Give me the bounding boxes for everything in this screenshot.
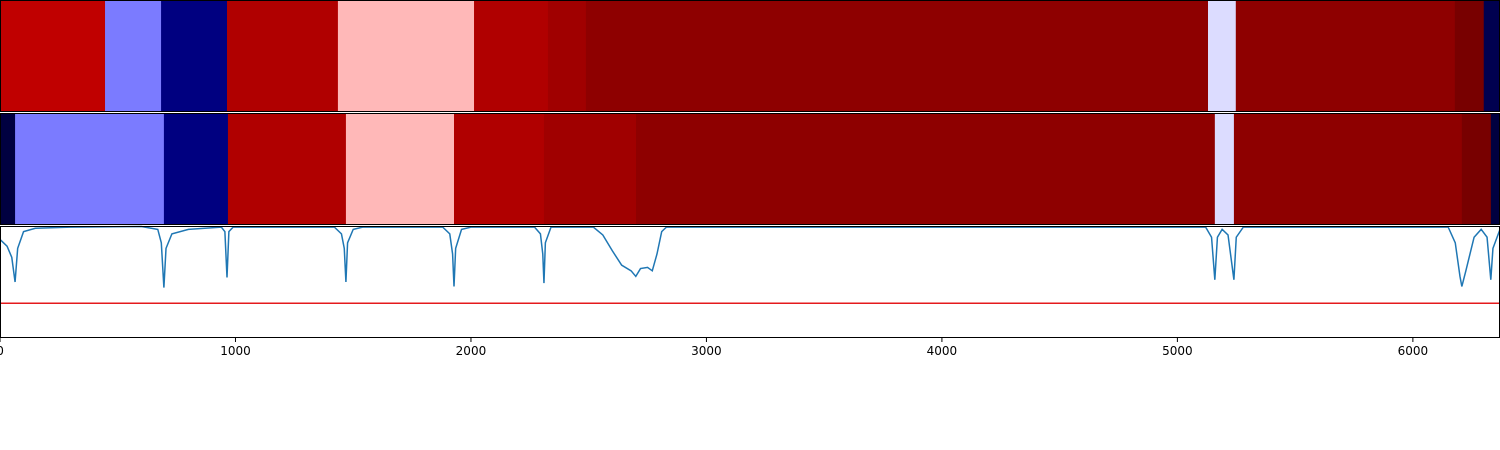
segment xyxy=(163,113,229,225)
segment xyxy=(547,0,587,112)
segment xyxy=(0,0,106,112)
x-tick-label: 5000 xyxy=(1162,344,1193,358)
segment xyxy=(1208,0,1237,112)
segment xyxy=(1235,0,1456,112)
segment xyxy=(1461,113,1492,225)
segment xyxy=(1454,0,1485,112)
segment xyxy=(161,0,228,112)
x-tick-label: 2000 xyxy=(456,344,487,358)
segment xyxy=(227,0,339,112)
segment xyxy=(0,113,16,225)
x-tick-label: 1000 xyxy=(220,344,251,358)
segment xyxy=(15,113,165,225)
segment xyxy=(345,113,455,225)
segment xyxy=(585,0,1209,112)
segment xyxy=(454,113,545,225)
x-tick-label: 6000 xyxy=(1398,344,1429,358)
x-tick-label: 4000 xyxy=(927,344,958,358)
signal-line xyxy=(0,225,1500,288)
segment xyxy=(1233,113,1463,225)
segment xyxy=(337,0,475,112)
segment xyxy=(543,113,637,225)
x-tick-label: 3000 xyxy=(691,344,722,358)
segment xyxy=(636,113,1216,225)
segment xyxy=(474,0,549,112)
segment xyxy=(1490,113,1500,225)
x-tick-label: 0 xyxy=(0,344,4,358)
segment xyxy=(1483,0,1500,112)
segment xyxy=(227,113,347,225)
segment xyxy=(1214,113,1235,225)
segment xyxy=(105,0,162,112)
